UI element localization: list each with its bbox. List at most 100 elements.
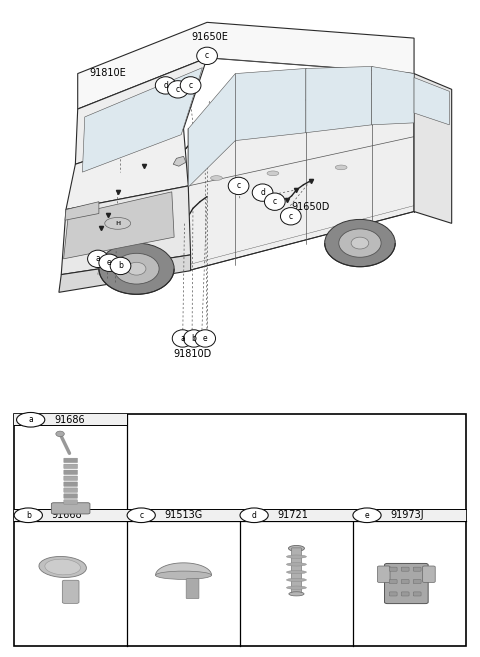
Text: b: b	[118, 261, 123, 271]
Ellipse shape	[289, 592, 304, 596]
Text: c: c	[289, 212, 293, 221]
Text: a: a	[96, 254, 100, 263]
Circle shape	[127, 508, 156, 522]
FancyBboxPatch shape	[64, 470, 77, 474]
FancyBboxPatch shape	[14, 415, 127, 425]
Text: e: e	[107, 258, 111, 267]
Polygon shape	[59, 255, 191, 292]
Polygon shape	[75, 58, 207, 164]
Ellipse shape	[267, 171, 279, 175]
FancyBboxPatch shape	[186, 579, 199, 599]
FancyBboxPatch shape	[291, 548, 301, 595]
FancyBboxPatch shape	[64, 500, 77, 504]
Circle shape	[280, 208, 301, 225]
Text: e: e	[365, 510, 369, 520]
FancyBboxPatch shape	[401, 579, 409, 583]
Text: c: c	[189, 81, 192, 90]
Text: 91686: 91686	[54, 415, 85, 425]
Text: c: c	[139, 510, 143, 520]
Circle shape	[353, 508, 381, 522]
Ellipse shape	[287, 555, 306, 558]
Ellipse shape	[287, 578, 306, 581]
Circle shape	[197, 47, 217, 64]
Text: 91650E: 91650E	[191, 32, 228, 42]
Ellipse shape	[45, 559, 81, 575]
Circle shape	[156, 77, 176, 94]
Ellipse shape	[39, 556, 86, 578]
Text: e: e	[203, 334, 207, 343]
Text: d: d	[252, 510, 256, 520]
Polygon shape	[188, 74, 235, 187]
Text: c: c	[205, 51, 209, 60]
Text: b: b	[26, 510, 31, 520]
Ellipse shape	[324, 219, 395, 267]
Ellipse shape	[211, 175, 222, 181]
Text: c: c	[176, 85, 180, 94]
FancyBboxPatch shape	[401, 567, 409, 571]
Text: b: b	[192, 334, 196, 343]
Text: 91513G: 91513G	[165, 510, 203, 520]
Polygon shape	[188, 74, 414, 271]
Text: 91973J: 91973J	[391, 510, 424, 520]
Circle shape	[168, 81, 188, 98]
Circle shape	[240, 508, 268, 522]
Text: 91810D: 91810D	[173, 350, 211, 359]
Text: a: a	[180, 334, 185, 343]
FancyBboxPatch shape	[64, 494, 77, 498]
Text: 91721: 91721	[277, 510, 309, 520]
FancyArrowPatch shape	[61, 436, 70, 453]
Text: 91810E: 91810E	[89, 68, 126, 78]
FancyBboxPatch shape	[389, 592, 397, 596]
FancyBboxPatch shape	[389, 579, 397, 583]
Circle shape	[110, 258, 131, 275]
Polygon shape	[173, 156, 186, 166]
FancyBboxPatch shape	[14, 509, 466, 522]
Ellipse shape	[335, 165, 347, 170]
Text: d: d	[163, 81, 168, 90]
Circle shape	[264, 193, 285, 210]
Circle shape	[17, 413, 45, 427]
FancyBboxPatch shape	[377, 566, 390, 582]
Text: c: c	[237, 181, 240, 191]
Ellipse shape	[288, 545, 304, 551]
FancyBboxPatch shape	[64, 482, 77, 486]
FancyBboxPatch shape	[62, 580, 79, 603]
Polygon shape	[414, 74, 452, 223]
Polygon shape	[414, 78, 449, 125]
Polygon shape	[306, 66, 372, 133]
Ellipse shape	[114, 254, 159, 284]
Ellipse shape	[287, 570, 306, 574]
Polygon shape	[372, 66, 414, 125]
Ellipse shape	[351, 237, 369, 249]
Circle shape	[99, 254, 120, 271]
Circle shape	[252, 184, 273, 201]
FancyBboxPatch shape	[51, 503, 90, 514]
FancyBboxPatch shape	[401, 592, 409, 596]
Ellipse shape	[287, 586, 306, 589]
Ellipse shape	[339, 229, 381, 258]
FancyBboxPatch shape	[64, 458, 77, 463]
Circle shape	[183, 330, 204, 347]
Circle shape	[195, 330, 216, 347]
FancyBboxPatch shape	[14, 415, 466, 646]
Ellipse shape	[127, 262, 146, 275]
Ellipse shape	[99, 243, 174, 294]
Polygon shape	[235, 68, 306, 141]
Polygon shape	[61, 186, 191, 275]
Text: c: c	[273, 197, 277, 206]
Polygon shape	[83, 68, 203, 172]
Circle shape	[180, 77, 201, 94]
Polygon shape	[65, 202, 99, 220]
Ellipse shape	[287, 563, 306, 566]
Polygon shape	[66, 129, 188, 210]
FancyBboxPatch shape	[423, 566, 435, 582]
Circle shape	[87, 250, 108, 267]
Circle shape	[228, 177, 249, 194]
Polygon shape	[156, 563, 212, 576]
Circle shape	[14, 508, 42, 522]
Polygon shape	[63, 192, 174, 259]
FancyBboxPatch shape	[64, 488, 77, 492]
FancyBboxPatch shape	[64, 476, 77, 480]
FancyBboxPatch shape	[64, 464, 77, 468]
Ellipse shape	[56, 431, 64, 437]
